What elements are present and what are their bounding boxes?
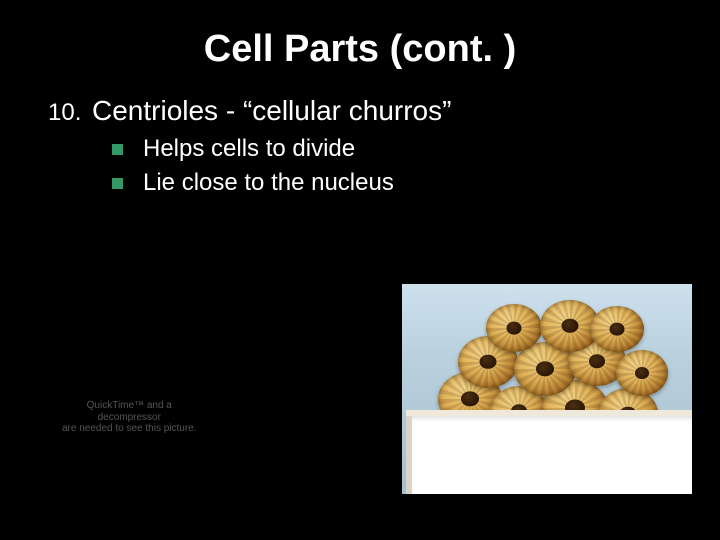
quicktime-placeholder: QuickTime™ and a decompressor are needed…: [62, 400, 197, 435]
quicktime-line3: are needed to see this picture.: [62, 423, 197, 435]
churro-icon: [616, 350, 668, 396]
pastry-box: [406, 416, 692, 494]
square-bullet-icon: [112, 144, 123, 155]
churro-icon: [590, 306, 644, 352]
list-text: Centrioles - “cellular churros”: [92, 95, 720, 127]
list-number: 10.: [48, 99, 92, 127]
bullet-text: Helps cells to divide: [143, 135, 355, 163]
churro-icon: [486, 304, 542, 352]
quicktime-line1: QuickTime™ and a: [62, 400, 197, 412]
quicktime-line2: decompressor: [62, 412, 197, 424]
bullet-text: Lie close to the nucleus: [143, 169, 394, 197]
churros-image: [402, 284, 692, 494]
bullet-row-1: Lie close to the nucleus: [0, 169, 720, 197]
bullet-row-0: Helps cells to divide: [0, 135, 720, 163]
list-item-10: 10. Centrioles - “cellular churros”: [0, 95, 720, 127]
page-title: Cell Parts (cont. ): [0, 0, 720, 95]
square-bullet-icon: [112, 178, 123, 189]
